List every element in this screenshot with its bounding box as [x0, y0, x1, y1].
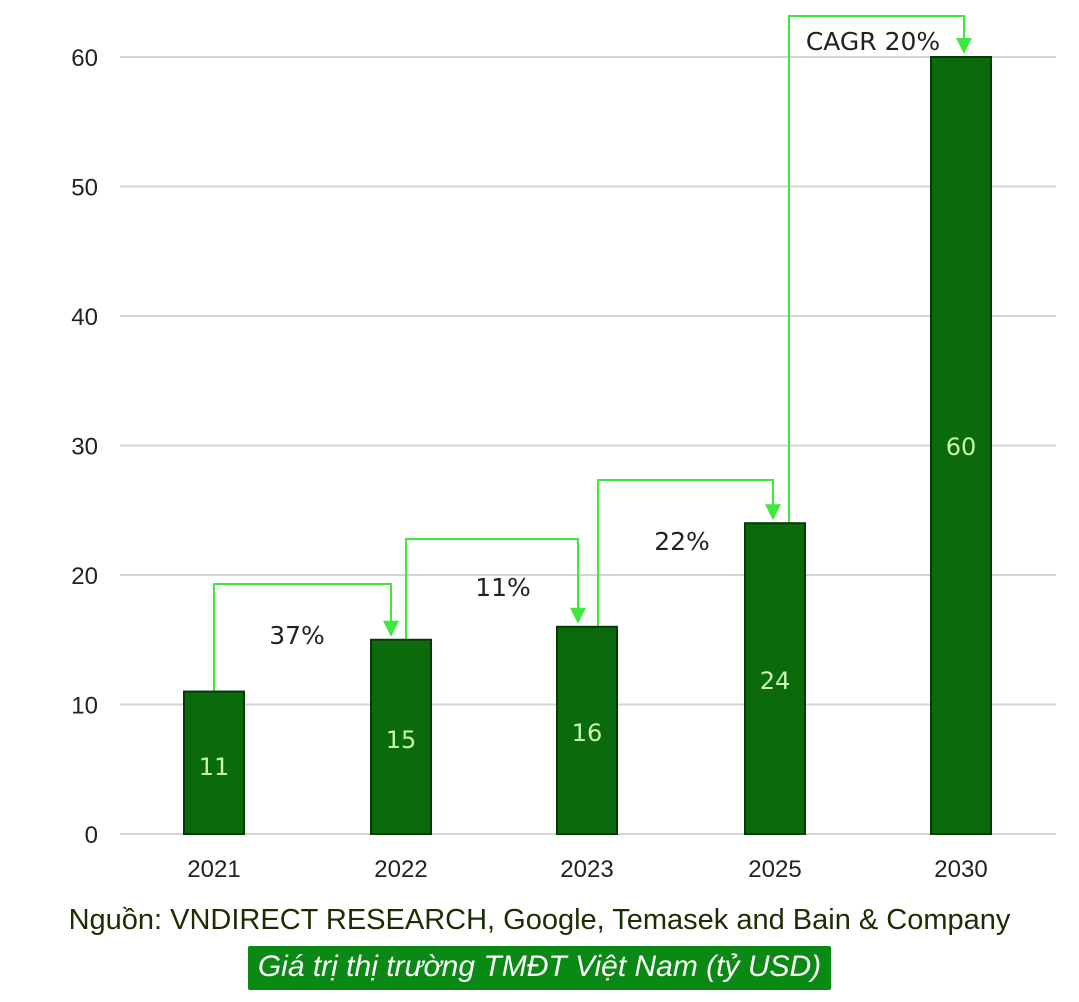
bar-2030 — [930, 56, 992, 835]
growth-arrowhead-2022-2023 — [570, 607, 586, 624]
data-label-2022: 15 — [386, 726, 417, 754]
growth-label-2022-2023: 11% — [475, 573, 531, 602]
x-tick-label-2021: 2021 — [187, 856, 240, 883]
y-tick-label-60: 60 — [71, 45, 98, 72]
y-tick-label-0: 0 — [85, 822, 98, 849]
y-tick-label-10: 10 — [71, 693, 98, 720]
x-tick-label-2023: 2023 — [560, 856, 613, 883]
caption-container: Giá trị thị trường TMĐT Việt Nam (tỷ USD… — [0, 946, 1079, 990]
x-tick-label-2025: 2025 — [748, 856, 801, 883]
bar-2021 — [183, 690, 245, 835]
data-labels: 11 15 16 24 60 37% 11% 22% CAGR 20% — [199, 27, 977, 781]
growth-arrowhead-2021-2022 — [383, 620, 399, 637]
growth-label-2025-2030: CAGR 20% — [806, 27, 940, 56]
growth-arrows — [213, 15, 972, 692]
x-axis-ticks: 2021 2022 2023 2025 2030 — [187, 856, 987, 883]
y-axis-ticks: 0 10 20 30 40 50 60 — [71, 45, 98, 849]
data-label-2030: 60 — [946, 433, 977, 461]
x-tick-label-2022: 2022 — [374, 856, 427, 883]
growth-label-2023-2025: 22% — [654, 527, 710, 556]
y-tick-label-20: 20 — [71, 563, 98, 590]
growth-arrow-2021-2022 — [213, 583, 392, 692]
bar-2025 — [744, 522, 806, 835]
bar-2023 — [556, 625, 618, 835]
gridlines — [120, 56, 1056, 835]
y-tick-label-40: 40 — [71, 304, 98, 331]
data-label-2025: 24 — [760, 667, 791, 695]
source-note: Nguồn: VNDIRECT RESEARCH, Google, Temase… — [68, 904, 1011, 936]
growth-arrow-2025-2030 — [788, 15, 965, 524]
growth-arrow-2022-2023 — [405, 538, 579, 640]
x-tick-label-2030: 2030 — [934, 856, 987, 883]
growth-label-2021-2022: 37% — [269, 621, 325, 650]
y-tick-label-30: 30 — [71, 434, 98, 461]
chart-caption: Giá trị thị trường TMĐT Việt Nam (tỷ USD… — [247, 946, 832, 990]
bars — [183, 56, 992, 835]
growth-arrowhead-2025-2030 — [956, 38, 972, 54]
data-label-2021: 11 — [199, 753, 230, 781]
growth-arrow-2023-2025 — [597, 479, 774, 627]
data-label-2023: 16 — [572, 719, 603, 747]
growth-arrowhead-2023-2025 — [765, 504, 781, 521]
bar-2022 — [370, 638, 432, 835]
y-tick-label-50: 50 — [71, 175, 98, 202]
